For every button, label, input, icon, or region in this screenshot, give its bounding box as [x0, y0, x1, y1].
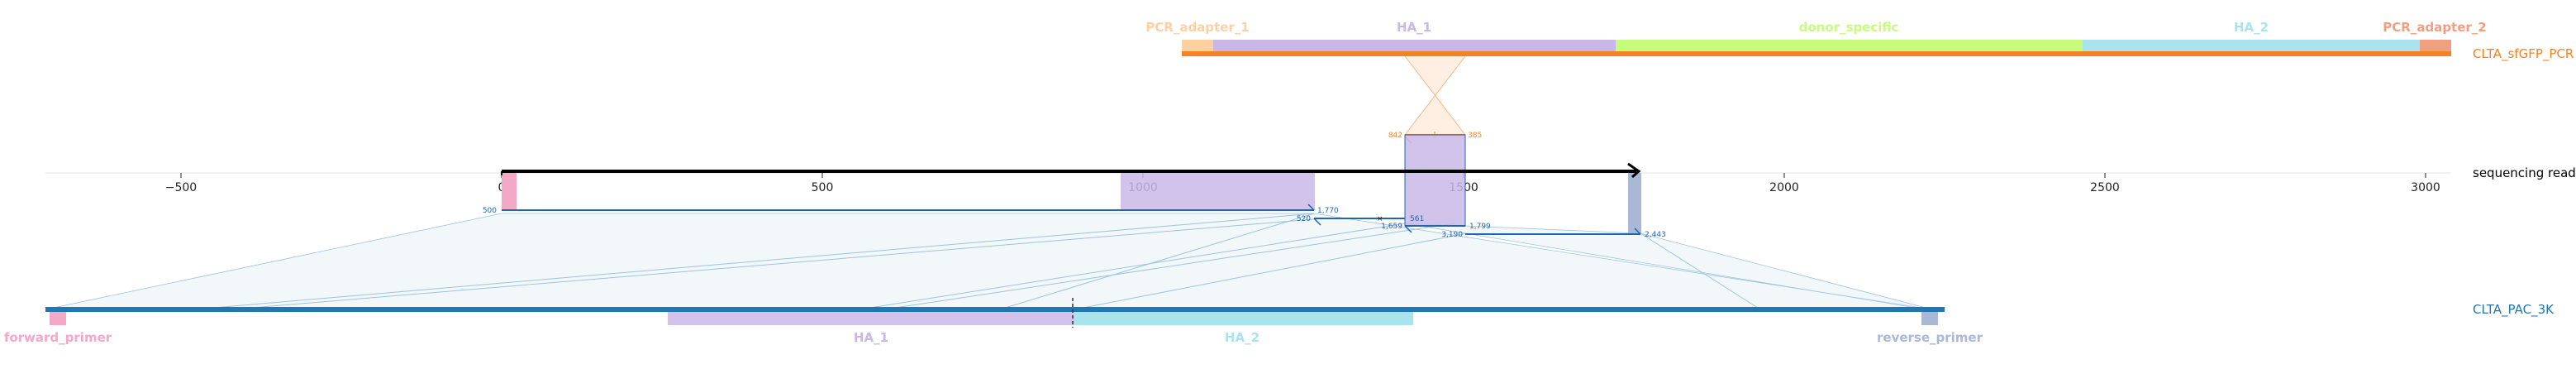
- projection-label-right: 385: [1468, 132, 1482, 140]
- top-feature-ha-1: [1213, 40, 1616, 53]
- top-feature-pcr-adapter-2: [2420, 40, 2451, 53]
- bottom-track-name: CLTA_PAC_3K: [2473, 302, 2555, 318]
- top-label-ha-2: HA_2: [2234, 20, 2269, 35]
- top-label-donor-specific: donor_specific: [1799, 20, 1899, 35]
- alignment-line-b: [231, 218, 1323, 310]
- axis-tick-label: 2000: [1769, 181, 1799, 194]
- top-projection: 842 385: [1388, 55, 1482, 144]
- alignment-line-a: [193, 213, 1315, 310]
- axis-tick-label: 500: [812, 181, 834, 194]
- axis-tick-label: 2500: [2090, 181, 2120, 194]
- alignment-row-1-left: 500: [483, 207, 497, 215]
- alignment-row-4-arrow: [1634, 228, 1641, 235]
- read-feature-ha-1-overlap: [1404, 134, 1466, 227]
- top-feature-donor-specific: [1616, 40, 2083, 53]
- axis-tick-label: −500: [165, 181, 197, 194]
- read-feature-ha-1: [1121, 173, 1315, 210]
- alignment-row-1-right: 1,770: [1317, 207, 1339, 215]
- bottom-feature-forward-primer: [50, 312, 66, 325]
- bottom-feature-ha-1: [668, 312, 1074, 325]
- bottom-label-ha-2: HA_2: [1225, 330, 1259, 345]
- bottom-label-reverse-primer: reverse_primer: [1877, 330, 1983, 345]
- read-track: −500050010001500200025003000 sequencing …: [45, 134, 2576, 239]
- projection-line-right: [1404, 55, 1466, 136]
- read-track-name: sequencing read: [2473, 165, 2576, 180]
- top-label-pcr-adapter-1: PCR_adapter_1: [1145, 20, 1249, 35]
- bottom-label-forward-primer: forward_primer: [4, 330, 112, 345]
- top-track-line: [1182, 51, 2451, 56]
- top-label-pcr-adapter-2: PCR_adapter_2: [2383, 20, 2486, 35]
- bottom-label-ha-1: HA_1: [854, 330, 888, 345]
- alignment-row-2-left: 520: [1297, 215, 1311, 223]
- alignment-line-d: [883, 223, 1455, 310]
- alignment-row-3-right: 1,799: [1469, 223, 1491, 231]
- top-feature-ha-2: [2083, 40, 2420, 53]
- top-label-ha-1: HA_1: [1397, 20, 1431, 35]
- alignment-row-2-arrow: [1313, 218, 1321, 226]
- top-track-name: CLTA_sfGFP_PCR: [2473, 46, 2574, 62]
- top-track: PCR_adapter_1 HA_1 donor_specific HA_2 P…: [1145, 20, 2574, 62]
- bottom-alignment-fan: [45, 213, 1933, 310]
- projection-label-left: 842: [1388, 132, 1402, 140]
- alignment-row-3-arrow: [1404, 225, 1412, 233]
- read-feature-reverse-primer: [1628, 173, 1641, 233]
- alignment-line-c: [859, 223, 1406, 310]
- alignment-row-1-arrow: [1307, 204, 1315, 211]
- top-feature-pcr-adapter-1: [1182, 40, 1213, 53]
- read-feature-forward-primer: [502, 173, 517, 210]
- read-arrow-head: [1627, 162, 1641, 179]
- alignment-row-2-right: 561: [1410, 215, 1424, 223]
- alignment-line-e: [999, 213, 1315, 310]
- alignment-row-4-left: 3,190: [1441, 231, 1463, 239]
- axis-tick-label: 3000: [2411, 181, 2440, 194]
- bottom-feature-reverse-primer: [1921, 312, 1938, 325]
- alignment-row-3-left: 1,659: [1381, 223, 1402, 231]
- bottom-feature-ha-2: [1074, 312, 1413, 325]
- alignment-line-g: [1074, 232, 1468, 310]
- alignment-row-2-x: ×: [1377, 215, 1383, 223]
- bottom-track: forward_primer HA_1 HA_2 reverse_primer …: [4, 298, 2555, 345]
- bottom-track-line: [45, 307, 1945, 312]
- alignment-line-f: [1640, 232, 1761, 310]
- alignment-row-4-right: 2,443: [1645, 231, 1666, 239]
